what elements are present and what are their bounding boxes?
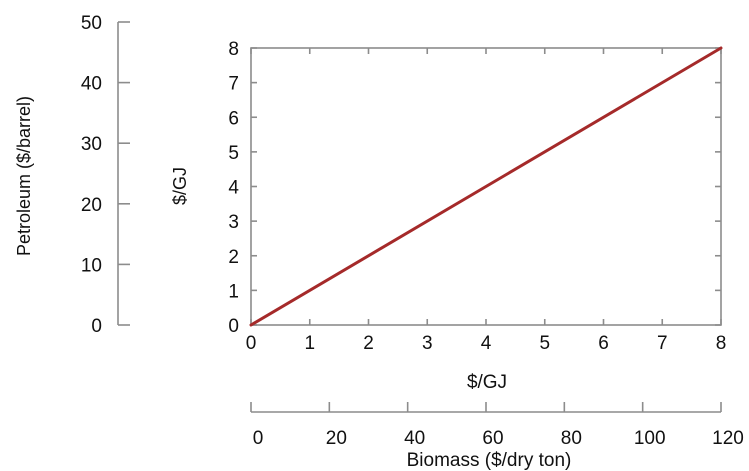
x-tick-label: 5: [539, 333, 550, 354]
x-tick-label: 4: [481, 333, 492, 354]
y-tick-label: 7: [228, 74, 239, 95]
y-tick-label: 4: [228, 178, 239, 199]
biomass-tick-label: 40: [404, 428, 425, 449]
x-tick-label: 2: [363, 333, 374, 354]
biomass-tick-label: 100: [634, 428, 666, 449]
petroleum-tick-label: 0: [91, 316, 102, 337]
y-tick-label: 6: [228, 108, 239, 129]
biomass-axis-title: Biomass ($/dry ton): [407, 450, 572, 471]
y-tick-label: 8: [228, 39, 239, 60]
petroleum-tick-label: 30: [81, 134, 102, 155]
y-axis-title: $/GJ: [170, 167, 190, 205]
series-layer: [249, 46, 723, 327]
petroleum-tick-label: 40: [81, 74, 102, 95]
biomass-tick-label: 60: [482, 428, 503, 449]
biomass-tick-label: 0: [253, 428, 264, 449]
biomass-axis: 0 20 40 60 80 100 120: [250, 402, 744, 449]
biomass-tick-label: 120: [712, 428, 744, 449]
petroleum-axis-title: Petroleum ($/barrel): [14, 96, 34, 256]
petroleum-axis: 0 10 20 30 40 50: [81, 13, 130, 337]
y-tick-label: 2: [228, 247, 239, 268]
x-tick-label: 8: [716, 333, 727, 354]
x-tick-label: 3: [422, 333, 433, 354]
primary-axes: 0 1 2 3 4 5 6 7 8 0 1 2 3 4 5 6 7 8: [228, 39, 726, 354]
biomass-tick-label: 20: [326, 428, 347, 449]
y-tick-label: 0: [228, 316, 239, 337]
petroleum-tick-label: 10: [81, 255, 102, 276]
x-tick-label: 0: [246, 333, 257, 354]
series-line: [249, 46, 723, 327]
x-axis-title: $/GJ: [467, 372, 507, 393]
petroleum-tick-label: 50: [81, 13, 102, 34]
x-tick-label: 1: [304, 333, 315, 354]
y-tick-label: 3: [228, 212, 239, 233]
petroleum-tick-label: 20: [81, 195, 102, 216]
x-tick-label: 7: [657, 333, 668, 354]
biomass-tick-label: 80: [561, 428, 582, 449]
y-tick-label: 1: [228, 281, 239, 302]
x-tick-label: 6: [598, 333, 609, 354]
y-tick-label: 5: [228, 143, 239, 164]
